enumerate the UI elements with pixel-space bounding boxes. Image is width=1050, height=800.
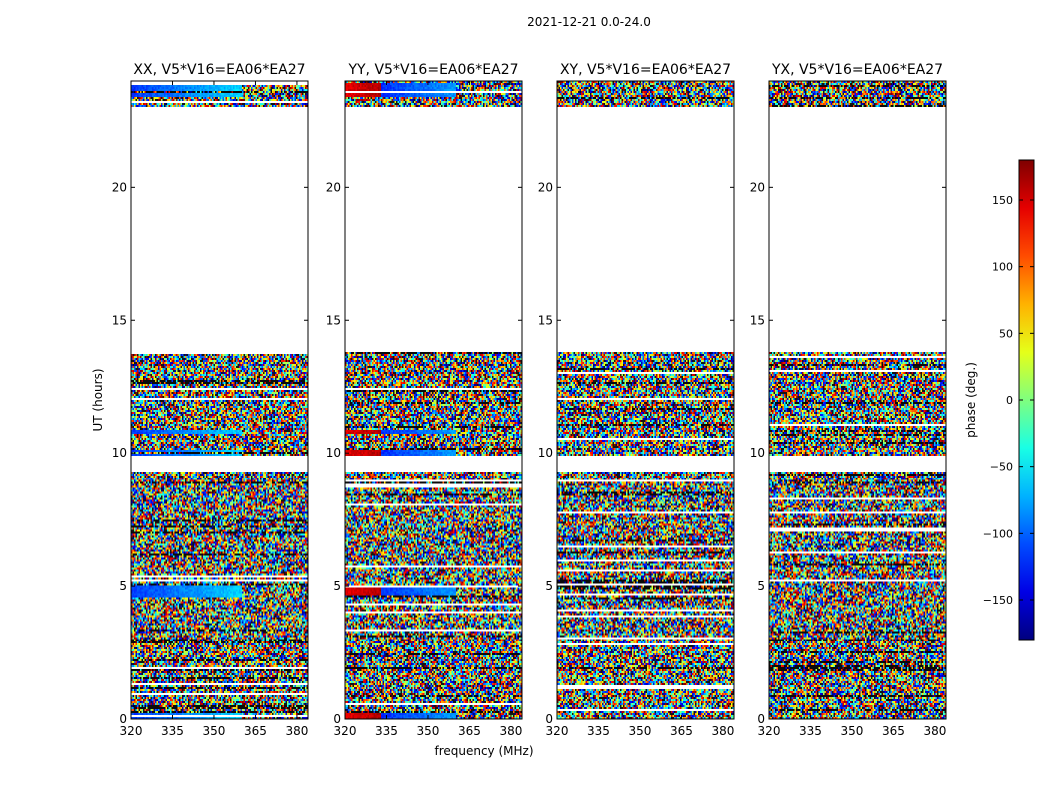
panel-frame <box>768 80 947 720</box>
y-tick-label: 15 <box>112 313 127 327</box>
panel-frame <box>344 80 523 720</box>
colorbar-tick-label: −150 <box>983 594 1013 607</box>
colorbar-tick-label: 50 <box>999 327 1013 340</box>
panel-frame <box>130 80 309 720</box>
figure-title: 2021-12-21 0.0-24.0 <box>527 15 651 29</box>
x-tick-label: 335 <box>161 724 184 738</box>
y-tick-label: 0 <box>119 712 127 726</box>
y-tick-label: 5 <box>119 579 127 593</box>
y-tick-label: 5 <box>333 579 341 593</box>
y-tick-label: 20 <box>750 180 765 194</box>
x-tick-label: 335 <box>587 724 610 738</box>
x-tick-label: 365 <box>244 724 267 738</box>
y-tick-label: 15 <box>538 313 553 327</box>
x-tick-label: 320 <box>546 724 569 738</box>
x-tick-label: 320 <box>334 724 357 738</box>
x-tick-label: 365 <box>670 724 693 738</box>
panel-frame <box>556 80 735 720</box>
y-tick-label: 10 <box>538 446 553 460</box>
y-tick-label: 10 <box>112 446 127 460</box>
heatmap-yy <box>345 81 522 719</box>
y-tick-label: 5 <box>757 579 765 593</box>
x-axis-label: frequency (MHz) <box>434 744 533 758</box>
panel-title: XY, V5*V16=EA06*EA27 <box>560 62 731 78</box>
x-tick-label: 365 <box>458 724 481 738</box>
panel-title: YY, V5*V16=EA06*EA27 <box>347 62 518 78</box>
y-tick-label: 10 <box>326 446 341 460</box>
y-tick-label: 0 <box>757 712 765 726</box>
y-axis-label: UT (hours) <box>91 368 105 431</box>
x-tick-label: 335 <box>799 724 822 738</box>
x-tick-label: 380 <box>499 724 522 738</box>
x-tick-label: 380 <box>923 724 946 738</box>
y-tick-label: 15 <box>750 313 765 327</box>
y-tick-label: 5 <box>545 579 553 593</box>
panel-title: XX, V5*V16=EA06*EA27 <box>133 62 305 78</box>
x-tick-label: 350 <box>417 724 440 738</box>
x-tick-label: 320 <box>120 724 143 738</box>
panel-yy: YY, V5*V16=EA06*EA27 320 335 350 365 380 0 5 10 1… <box>326 62 523 738</box>
y-tick-label: 10 <box>750 446 765 460</box>
x-tick-label: 320 <box>758 724 781 738</box>
panels-group: XX, V5*V16=EA06*EA27 320 335 350 365 380 0 5 10 1… <box>112 62 947 738</box>
x-tick-label: 350 <box>629 724 652 738</box>
x-tick-label: 350 <box>203 724 226 738</box>
y-tick-label: 15 <box>326 313 341 327</box>
panel-xy: XY, V5*V16=EA06*EA27 320 335 350 365 380 0 5 10 1… <box>538 62 735 738</box>
y-tick-label: 20 <box>112 180 127 194</box>
y-tick-label: 20 <box>538 180 553 194</box>
colorbar-tick-label: 150 <box>992 194 1013 207</box>
colorbar-tick-label: 0 <box>1006 394 1013 407</box>
heatmap-yx <box>769 81 946 719</box>
panel-xx: XX, V5*V16=EA06*EA27 320 335 350 365 380 0 5 10 1… <box>112 62 309 738</box>
colorbar-tick-label: −50 <box>990 461 1013 474</box>
y-tick-label: 0 <box>545 712 553 726</box>
x-tick-label: 380 <box>711 724 734 738</box>
colorbar-label: phase (deg.) <box>964 362 978 438</box>
x-tick-label: 380 <box>285 724 308 738</box>
y-tick-label: 20 <box>326 180 341 194</box>
colorbar-tick-label: −100 <box>983 527 1013 540</box>
x-tick-label: 365 <box>882 724 905 738</box>
panel-yx: YX, V5*V16=EA06*EA27 320 335 350 365 380 0 5 10 1… <box>750 62 947 738</box>
x-tick-label: 350 <box>841 724 864 738</box>
heatmap-xx <box>131 81 308 719</box>
x-tick-label: 335 <box>375 724 398 738</box>
panel-title: YX, V5*V16=EA06*EA27 <box>771 62 943 78</box>
heatmap-xy <box>557 81 734 719</box>
colorbar: −150 −100 −50 0 50 100 150 <box>983 159 1035 641</box>
colorbar-tick-label: 100 <box>992 261 1013 274</box>
y-tick-label: 0 <box>333 712 341 726</box>
